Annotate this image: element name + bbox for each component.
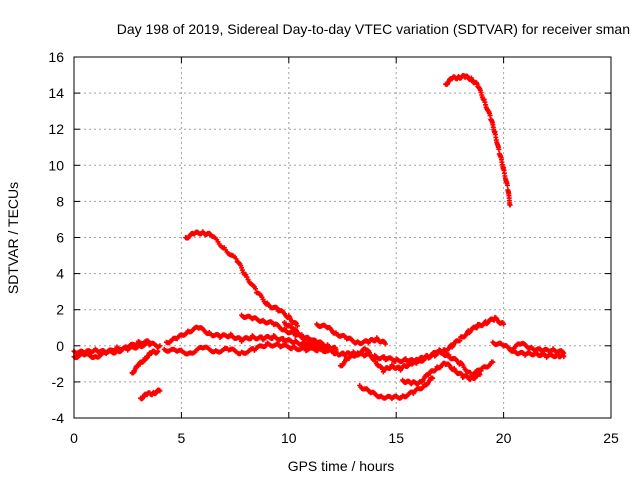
chart-title: Day 198 of 2019, Sidereal Day-to-day VTE… xyxy=(117,21,630,37)
data-point xyxy=(294,323,300,329)
data-point xyxy=(233,256,239,262)
data-point xyxy=(253,286,259,292)
data-point xyxy=(478,368,484,374)
y-tick-label: 10 xyxy=(48,157,64,173)
series-arc-b xyxy=(71,338,152,361)
y-axis-label: SDTVAR / TECUs xyxy=(5,182,21,294)
series-arc-m xyxy=(400,360,483,387)
y-tick-label: -2 xyxy=(52,374,65,390)
y-tick-label: 6 xyxy=(56,230,64,246)
data-point xyxy=(382,341,388,347)
data-point xyxy=(274,305,280,311)
data-point xyxy=(561,350,567,356)
x-tick-label: 0 xyxy=(70,430,78,446)
series-arc-a xyxy=(71,340,163,356)
y-tick-label: -4 xyxy=(52,410,65,426)
data-point xyxy=(477,372,483,378)
data-point xyxy=(315,348,321,354)
data-point xyxy=(243,272,249,278)
data-point xyxy=(504,182,510,188)
data-point xyxy=(490,359,496,365)
y-tick-label: 4 xyxy=(56,266,64,282)
series-arc-j xyxy=(314,321,388,347)
data-point xyxy=(157,343,163,349)
axis-ticks: 0 5 10 15 20 25 -4 -2 0 2 4 6 8 10 12 14 16 xyxy=(48,49,619,446)
series-arc-l xyxy=(357,375,436,402)
series-arc-g xyxy=(161,340,335,357)
data-point xyxy=(403,356,409,362)
data-points xyxy=(71,72,567,402)
data-point xyxy=(446,352,452,358)
data-point xyxy=(422,355,428,361)
y-tick-label: 12 xyxy=(48,121,64,137)
data-point xyxy=(302,345,308,351)
data-point xyxy=(440,350,446,356)
y-tick-label: 14 xyxy=(48,85,64,101)
series-arc-k xyxy=(337,314,507,375)
series-arc-c xyxy=(129,348,161,376)
x-axis-label: GPS time / hours xyxy=(288,458,395,474)
x-tick-label: 25 xyxy=(603,430,619,446)
series-arc-e xyxy=(183,229,300,329)
data-point xyxy=(280,336,286,342)
data-point xyxy=(157,388,163,394)
series-arc-o xyxy=(507,340,567,356)
data-point xyxy=(155,348,161,354)
data-point xyxy=(146,339,152,345)
data-point xyxy=(457,338,463,344)
y-tick-label: 2 xyxy=(56,302,64,318)
data-point xyxy=(430,375,436,381)
series-arc-d xyxy=(138,387,163,402)
plot-frame xyxy=(73,56,612,419)
data-point xyxy=(467,369,473,375)
data-point xyxy=(501,321,507,327)
data-point xyxy=(507,202,513,208)
grid-lines xyxy=(74,57,611,418)
y-tick-label: 16 xyxy=(48,49,64,65)
x-tick-label: 20 xyxy=(496,430,512,446)
series-arc-p xyxy=(443,72,513,208)
data-point xyxy=(244,274,250,280)
data-point xyxy=(381,354,387,360)
data-point xyxy=(474,325,480,331)
data-point xyxy=(496,146,502,152)
y-tick-label: 0 xyxy=(56,338,64,354)
y-tick-label: 8 xyxy=(56,193,64,209)
data-point xyxy=(381,338,387,344)
data-point xyxy=(276,341,282,347)
x-tick-label: 10 xyxy=(281,430,297,446)
x-tick-label: 5 xyxy=(178,430,186,446)
x-tick-label: 15 xyxy=(388,430,404,446)
